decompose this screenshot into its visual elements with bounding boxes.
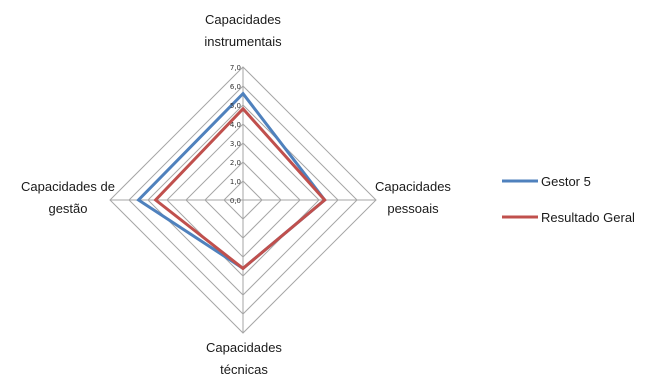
- series-line: [153, 106, 327, 271]
- tick-label: 7,0: [230, 64, 241, 72]
- axis-label: Capacidades pessoais: [375, 179, 451, 216]
- radar-tick-labels: 0,0 1,0 2,0 3,0 4,0 5,0 6,0 7,0: [230, 64, 241, 205]
- axis-label: Capacidades instrumentais: [204, 12, 282, 49]
- tick-label: 5,0: [230, 102, 241, 110]
- radar-series: [136, 91, 327, 271]
- axis-label: Capacidades técnicas: [206, 340, 282, 377]
- legend-label: Resultado Geral: [541, 210, 635, 225]
- radar-axis-labels: Capacidades instrumentais Capacidades pesso…: [21, 12, 451, 377]
- axis-label: Capacidades de gestão: [21, 179, 115, 216]
- tick-label: 1,0: [230, 178, 241, 186]
- tick-label: 2,0: [230, 159, 241, 167]
- legend-label: Gestor 5: [541, 174, 591, 189]
- tick-label: 4,0: [230, 121, 241, 129]
- tick-label: 0,0: [230, 197, 241, 205]
- tick-label: 3,0: [230, 140, 241, 148]
- legend: Gestor 5 Resultado Geral: [502, 174, 635, 225]
- radar-grid: [109, 66, 377, 334]
- tick-label: 6,0: [230, 83, 241, 91]
